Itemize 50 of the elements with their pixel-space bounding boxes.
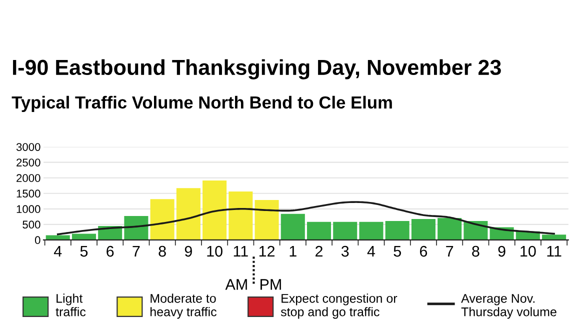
x-tick-label: 5 xyxy=(80,246,88,257)
y-tick-label: 2000 xyxy=(16,174,40,182)
bar xyxy=(202,180,227,240)
bar xyxy=(150,199,174,240)
x-tick-label: 11 xyxy=(234,246,248,257)
x-tick-label: 4 xyxy=(54,246,62,257)
bar xyxy=(176,188,200,240)
y-tick-label: 0 xyxy=(34,236,40,244)
legend-label: Average Nov. Thursday volume xyxy=(461,294,556,319)
legend-label: Moderate to heavy traffic xyxy=(150,294,217,319)
y-tick-label: 500 xyxy=(22,220,40,229)
x-tick-label: 8 xyxy=(158,246,166,257)
x-tick-label: 3 xyxy=(341,246,349,257)
bar xyxy=(359,222,384,240)
bar xyxy=(542,234,566,240)
bar xyxy=(333,222,358,240)
y-tick-label: 1000 xyxy=(16,205,40,214)
bar xyxy=(438,218,462,240)
bar xyxy=(411,218,436,240)
x-tick-label: 7 xyxy=(132,246,140,257)
x-tick-label: 2 xyxy=(316,246,322,257)
bar xyxy=(228,192,253,240)
y-tick-label: 2500 xyxy=(16,158,40,166)
x-tick-label: 11 xyxy=(547,246,562,257)
bar xyxy=(124,216,148,240)
chart-subtitle: Typical Traffic Volume North Bend to Cle Elum xyxy=(12,96,392,112)
x-tick-label: 6 xyxy=(420,246,428,257)
x-tick-label: 12 xyxy=(259,246,275,257)
x-tick-label: 5 xyxy=(394,246,401,257)
text: PM xyxy=(260,279,281,290)
legend-label: Expect congestion or stop and go traffic xyxy=(280,294,398,319)
x-tick-label: 1 xyxy=(290,246,296,257)
bar xyxy=(72,234,96,240)
bar xyxy=(254,200,279,240)
x-tick-label: 9 xyxy=(184,246,192,257)
x-tick-label: 8 xyxy=(472,246,480,257)
x-tick-label: 7 xyxy=(446,246,454,257)
x-tick-label: 10 xyxy=(520,246,536,257)
y-tick-label: 3000 xyxy=(16,143,40,151)
bar xyxy=(306,222,332,240)
text: AM xyxy=(225,279,247,290)
x-tick-label: 10 xyxy=(207,246,222,257)
legend-label: Light traffic xyxy=(56,294,86,316)
y-tick-label: 1500 xyxy=(16,190,40,198)
x-tick-label: 9 xyxy=(498,246,506,257)
bar xyxy=(280,214,305,240)
bar xyxy=(385,220,410,240)
x-tick-label: 6 xyxy=(106,246,114,257)
chart-title: I-90 Eastbound Thanksgiving Day, November 23 xyxy=(13,59,501,80)
x-tick-label: 4 xyxy=(367,246,376,257)
